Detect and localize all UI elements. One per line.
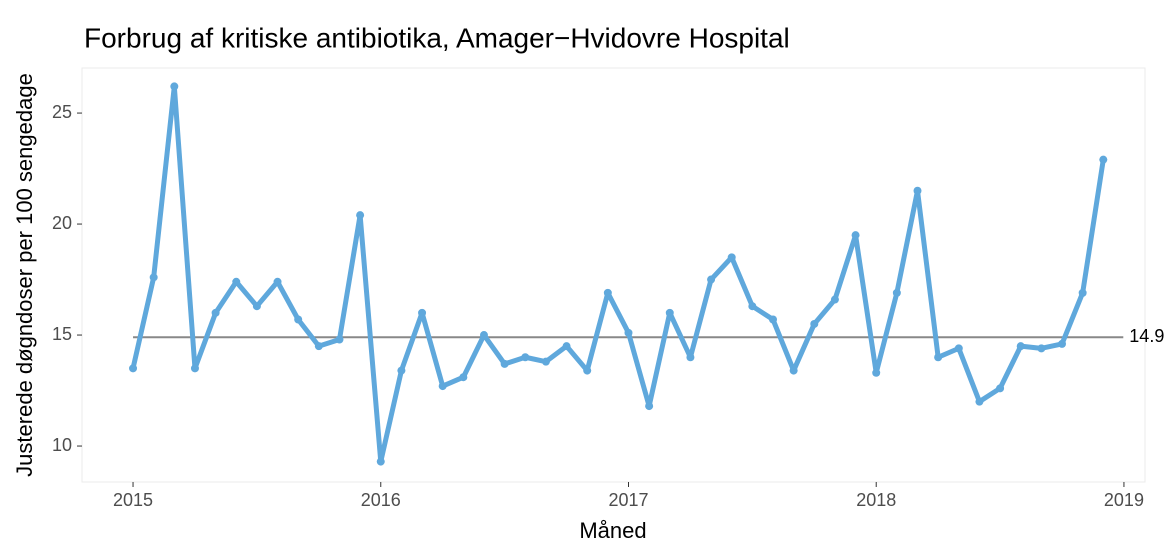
- point: [314, 342, 323, 351]
- point: [1099, 155, 1108, 164]
- point: [913, 186, 922, 195]
- point: [872, 368, 881, 377]
- panel-border: [81, 67, 1146, 483]
- point: [727, 253, 736, 262]
- point: [376, 457, 385, 466]
- point: [830, 295, 839, 304]
- x-tick-label: 2015: [113, 490, 153, 510]
- point: [645, 402, 654, 411]
- point: [397, 366, 406, 375]
- point: [149, 273, 158, 282]
- x-tick-label: 2017: [608, 490, 648, 510]
- point: [273, 277, 282, 286]
- y-tick-label: 25: [52, 102, 72, 122]
- point: [1058, 339, 1067, 348]
- point: [541, 357, 550, 366]
- point: [500, 359, 509, 368]
- chart-title: Forbrug af kritiske antibiotika, Amager−…: [84, 22, 790, 53]
- y-tick-label: 10: [52, 435, 72, 455]
- point: [686, 353, 695, 362]
- point: [810, 319, 819, 328]
- point: [129, 364, 138, 373]
- point: [665, 308, 674, 317]
- point: [356, 211, 365, 220]
- y-tick-label: 15: [52, 324, 72, 344]
- point: [789, 366, 798, 375]
- center-line-label: 14.9: [1129, 326, 1164, 346]
- point: [418, 308, 427, 317]
- point: [748, 302, 757, 311]
- point: [707, 275, 716, 284]
- point: [892, 288, 901, 297]
- x-tick-label: 2018: [856, 490, 896, 510]
- y-axis-label: Justerede døgndoser per 100 sengedage: [12, 73, 37, 477]
- x-axis-label: Måned: [579, 518, 646, 543]
- point: [170, 82, 179, 91]
- point: [190, 364, 199, 373]
- point: [294, 315, 303, 324]
- point: [521, 353, 530, 362]
- y-tick-label: 20: [52, 213, 72, 233]
- point: [479, 331, 488, 340]
- series-line: [130, 83, 1106, 465]
- point: [975, 397, 984, 406]
- point: [232, 277, 241, 286]
- point: [768, 315, 777, 324]
- point: [459, 373, 468, 382]
- point: [851, 231, 860, 240]
- point: [1016, 342, 1025, 351]
- point: [996, 384, 1005, 393]
- point: [934, 353, 943, 362]
- point: [562, 342, 571, 351]
- point: [438, 382, 447, 391]
- point: [252, 302, 261, 311]
- point: [1078, 288, 1087, 297]
- point: [954, 344, 963, 353]
- point: [211, 308, 220, 317]
- point: [603, 288, 612, 297]
- point: [1037, 344, 1046, 353]
- x-tick-label: 2019: [1104, 490, 1144, 510]
- x-tick-label: 2016: [361, 490, 401, 510]
- point: [624, 328, 633, 337]
- point: [583, 366, 592, 375]
- point: [335, 335, 344, 344]
